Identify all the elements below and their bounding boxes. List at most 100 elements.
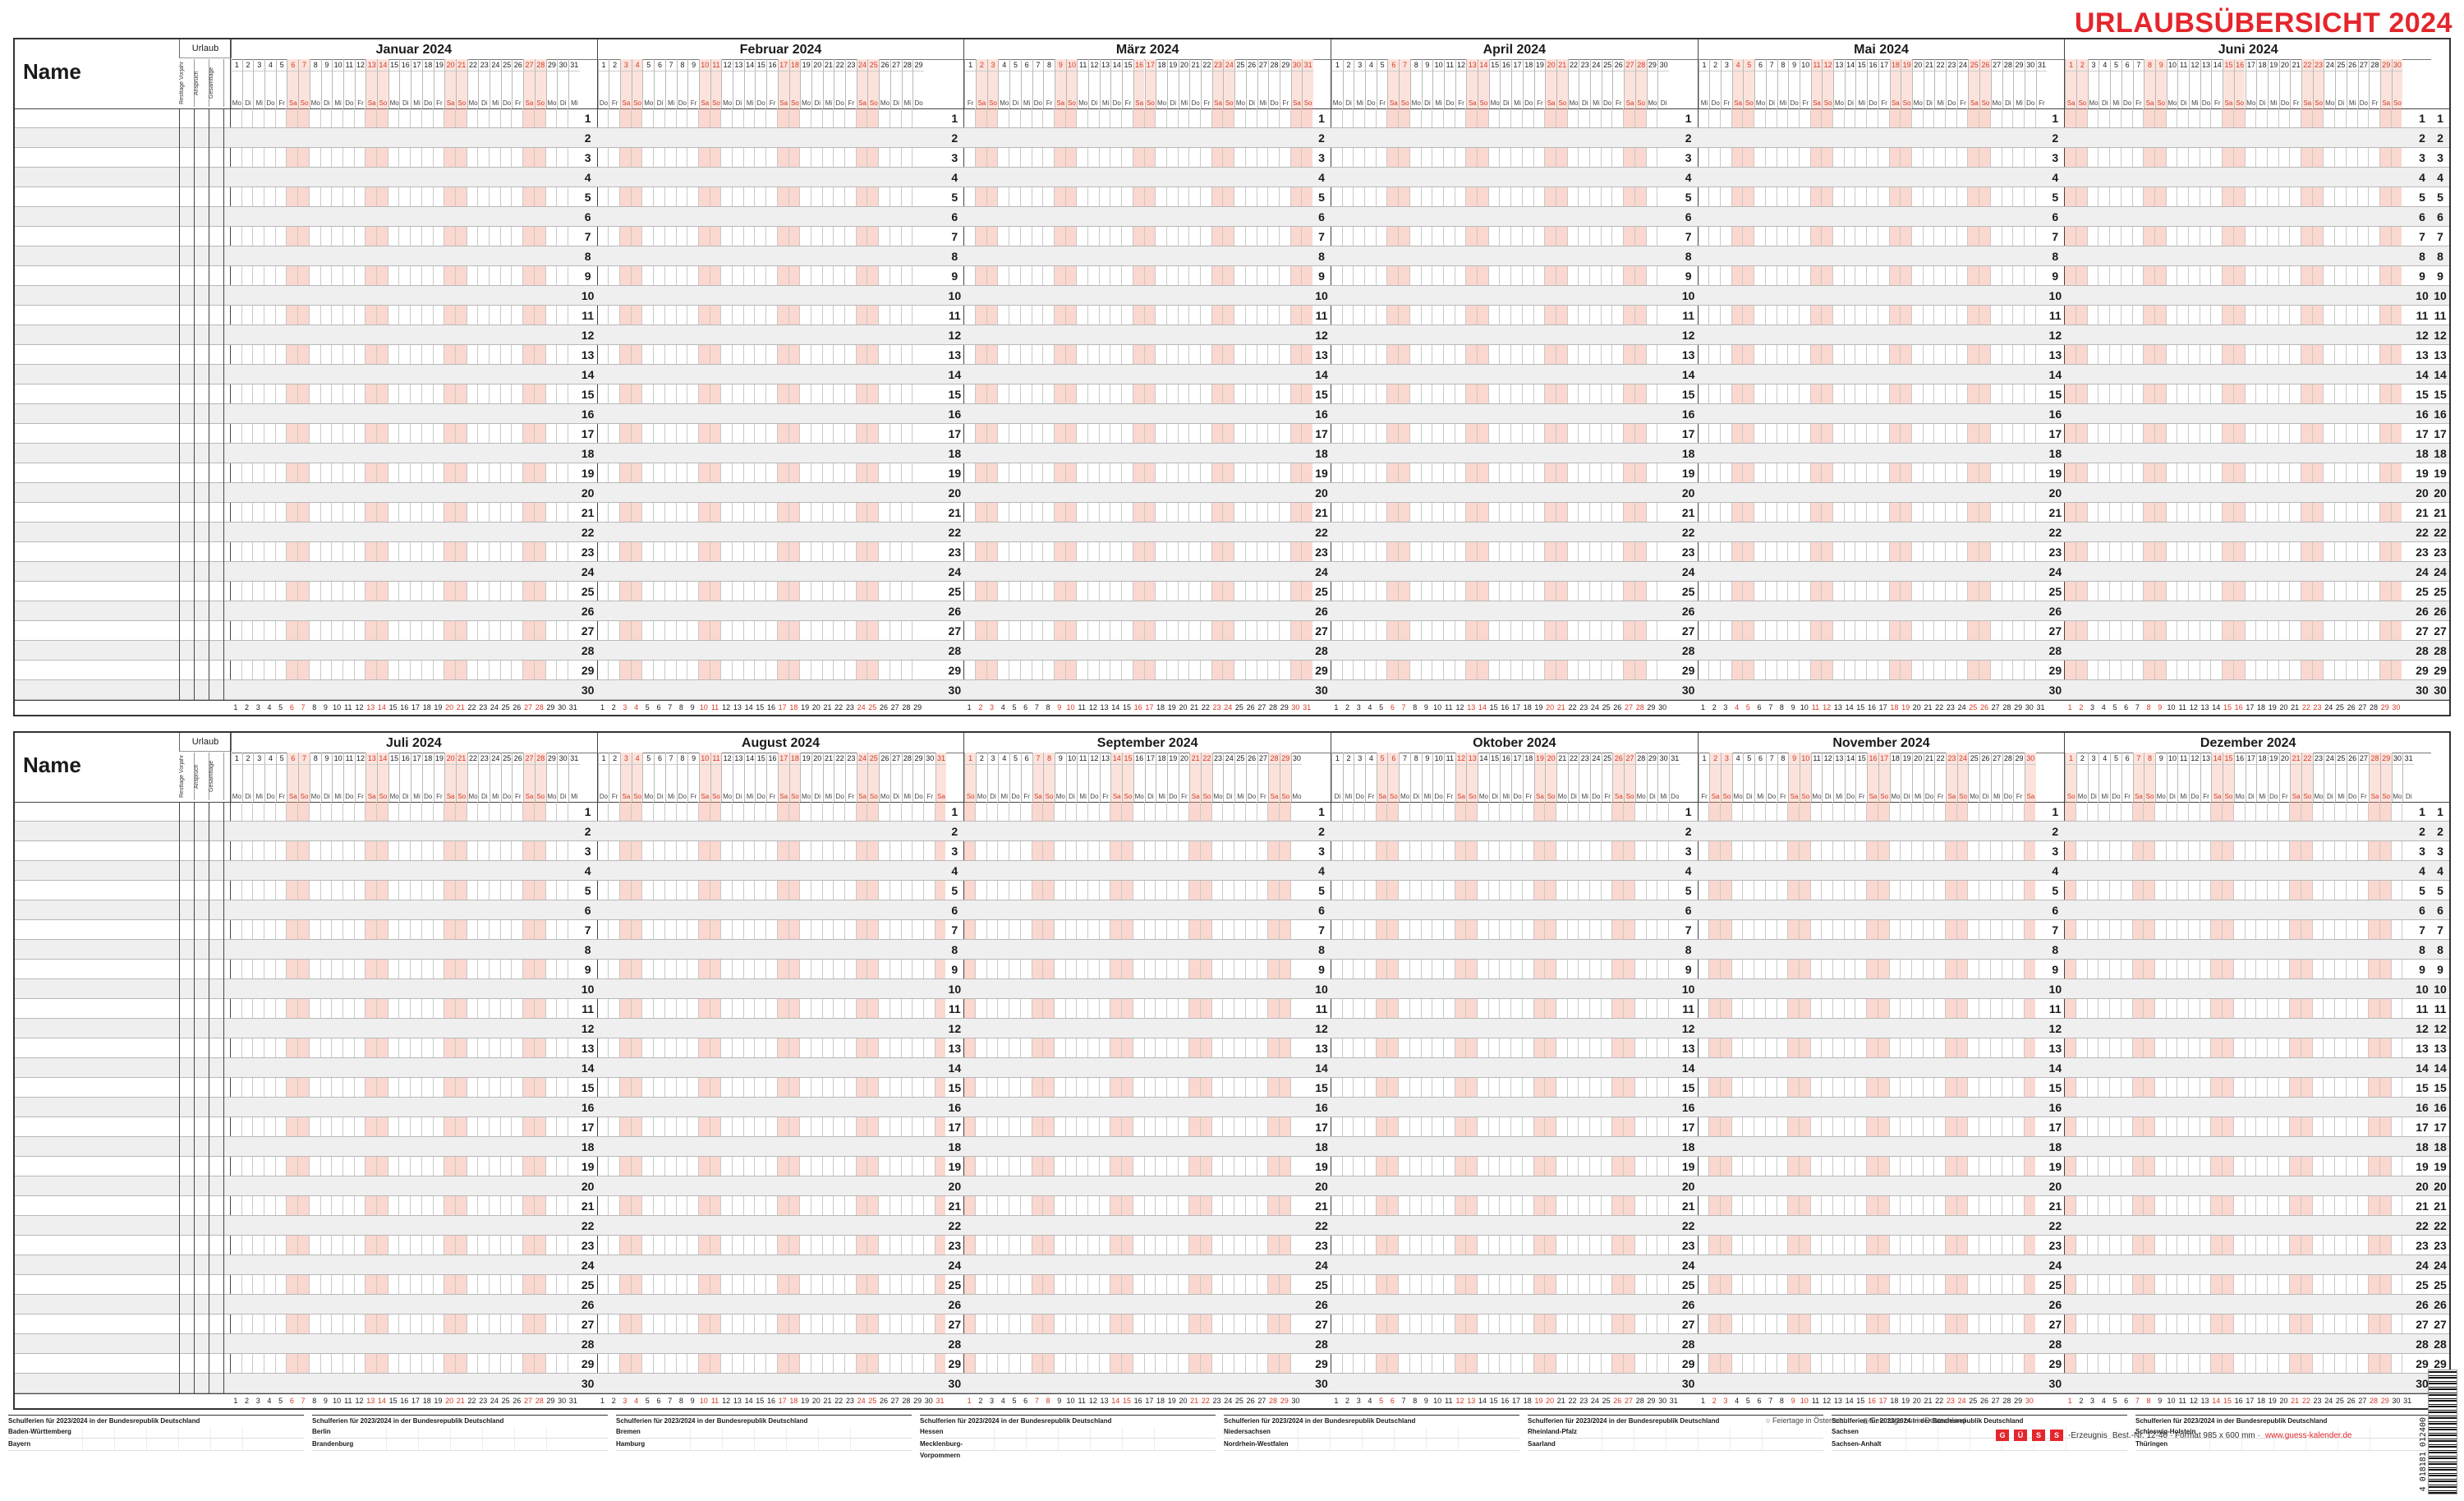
weekday-abbr: Sa bbox=[1813, 99, 1821, 107]
employee-row[interactable]: 13 13 13 13 13 13 13 bbox=[15, 1038, 2449, 1058]
day-number: 27 bbox=[2358, 753, 2370, 765]
employee-row[interactable]: 12 12 12 12 12 12 12 bbox=[15, 1019, 2449, 1038]
row-number: 27 bbox=[948, 1318, 962, 1331]
employee-row[interactable]: 17 17 17 17 17 17 17 bbox=[15, 424, 2449, 444]
footer-day-number: 29 bbox=[2014, 703, 2023, 711]
footer-day-number: 23 bbox=[845, 1397, 854, 1405]
employee-row[interactable]: 25 25 25 25 25 25 25 bbox=[15, 1275, 2449, 1295]
employee-row[interactable]: 17 17 17 17 17 17 17 bbox=[15, 1117, 2449, 1137]
day-header-cell: 2 Sa bbox=[1709, 753, 1722, 802]
footer-day-number: 8 bbox=[678, 703, 683, 711]
employee-row[interactable]: 26 26 26 26 26 26 26 bbox=[15, 1295, 2449, 1315]
employee-row[interactable]: 22 22 22 22 22 22 22 bbox=[15, 1216, 2449, 1236]
weekday-abbr: Mi bbox=[2259, 793, 2266, 800]
day-number: 8 bbox=[2145, 753, 2155, 765]
employee-row[interactable]: 26 26 26 26 26 26 26 bbox=[15, 601, 2449, 621]
employee-row[interactable]: 23 23 23 23 23 23 23 bbox=[15, 1236, 2449, 1255]
employee-row[interactable]: 22 22 22 22 22 22 22 bbox=[15, 523, 2449, 542]
row-number: 12 bbox=[948, 329, 962, 342]
day-header-cell: 1 So bbox=[964, 753, 977, 802]
day-header-cell: 16 So bbox=[2233, 59, 2246, 108]
day-header-cell: 4 Di bbox=[2099, 59, 2111, 108]
employee-row[interactable]: 19 19 19 19 19 19 19 bbox=[15, 1157, 2449, 1176]
row-number: 30 bbox=[581, 684, 595, 697]
row-number: 19 bbox=[1681, 1160, 1695, 1173]
footer-day-number: 13 bbox=[733, 1397, 742, 1405]
urlaub-subcolumn-label: Resttage Vorjahr bbox=[179, 59, 195, 107]
employee-row[interactable]: 21 21 21 21 21 21 21 bbox=[15, 1196, 2449, 1216]
employee-row[interactable]: 11 11 11 11 11 11 11 bbox=[15, 999, 2449, 1019]
footer-day-number: 31 bbox=[1303, 703, 1312, 711]
employee-row[interactable]: 27 27 27 27 27 27 27 bbox=[15, 1315, 2449, 1334]
day-header-cell: 24 Do bbox=[1590, 753, 1602, 802]
employee-row[interactable]: 21 21 21 21 21 21 21 bbox=[15, 503, 2449, 523]
employee-row[interactable]: 18 18 18 18 18 18 18 bbox=[15, 444, 2449, 463]
footer-day-number: 9 bbox=[1057, 1397, 1062, 1405]
employee-row[interactable]: 20 20 20 20 20 20 20 bbox=[15, 483, 2449, 503]
day-header-cell: 18 Mi bbox=[1156, 753, 1167, 802]
employee-row[interactable]: 23 23 23 23 23 23 23 bbox=[15, 542, 2449, 562]
employee-row[interactable]: 15 15 15 15 15 15 15 bbox=[15, 1078, 2449, 1098]
employee-row[interactable]: 10 10 10 10 10 10 10 bbox=[15, 979, 2449, 999]
day-number: 11 bbox=[1444, 59, 1455, 71]
employee-row[interactable]: 10 10 10 10 10 10 10 bbox=[15, 286, 2449, 306]
employee-row[interactable]: 14 14 14 14 14 14 14 bbox=[15, 365, 2449, 384]
employee-row[interactable]: 16 16 16 16 16 16 16 bbox=[15, 404, 2449, 424]
employee-row[interactable]: 29 29 29 29 29 29 29 bbox=[15, 1354, 2449, 1374]
footer-day-number: 28 bbox=[902, 1397, 911, 1405]
employee-row[interactable]: 24 24 24 24 24 24 24 bbox=[15, 562, 2449, 582]
footer-day-number: 9 bbox=[690, 1397, 695, 1405]
weekday-abbr: So bbox=[379, 793, 388, 800]
employee-row[interactable]: 19 19 19 19 19 19 19 bbox=[15, 463, 2449, 483]
day-header-cell: 22 So bbox=[2301, 753, 2313, 802]
employee-row[interactable]: 28 28 28 28 28 28 28 bbox=[15, 641, 2449, 661]
website-link[interactable]: www.guess-kalender.de bbox=[2264, 1430, 2352, 1440]
employee-row[interactable]: 27 27 27 27 27 27 27 bbox=[15, 621, 2449, 641]
employee-row[interactable]: 16 16 16 16 16 16 16 bbox=[15, 1098, 2449, 1117]
row-number: 15 bbox=[2416, 388, 2429, 401]
day-header-cell: 15 So bbox=[2223, 753, 2234, 802]
employee-row[interactable]: 13 13 13 13 13 13 13 bbox=[15, 345, 2449, 365]
weekday-abbr: Mi bbox=[1915, 793, 1922, 800]
holiday-date-cell bbox=[1666, 1439, 1698, 1450]
day-header-cell: 27 Sa bbox=[523, 59, 535, 108]
row-number: 3 bbox=[2052, 151, 2059, 164]
holiday-date-cell bbox=[514, 1439, 546, 1450]
employee-row[interactable]: 11 11 11 11 11 11 11 bbox=[15, 306, 2449, 325]
footer-day-number: 7 bbox=[668, 1397, 673, 1405]
day-number: 11 bbox=[1078, 59, 1088, 71]
employee-row[interactable]: 12 12 12 12 12 12 12 bbox=[15, 325, 2449, 345]
employee-row[interactable]: 15 15 15 15 15 15 15 bbox=[15, 384, 2449, 404]
day-header-cell: 16 Mi bbox=[1500, 753, 1512, 802]
employee-row[interactable]: 14 14 14 14 14 14 14 bbox=[15, 1058, 2449, 1078]
employee-row[interactable]: 20 20 20 20 20 20 20 bbox=[15, 1176, 2449, 1196]
day-header-cell: 22 Di bbox=[1567, 753, 1579, 802]
employee-row[interactable]: 25 25 25 25 25 25 25 bbox=[15, 582, 2449, 601]
employee-row[interactable]: 24 24 24 24 24 24 24 bbox=[15, 1255, 2449, 1275]
employee-row[interactable]: 28 28 28 28 28 28 28 bbox=[15, 1334, 2449, 1354]
employee-row[interactable]: 18 18 18 18 18 18 18 bbox=[15, 1137, 2449, 1157]
weekday-abbr: Di bbox=[2169, 793, 2176, 800]
weekday-abbr: Mi bbox=[334, 793, 342, 800]
employee-row[interactable]: 29 29 29 29 29 29 29 bbox=[15, 661, 2449, 680]
